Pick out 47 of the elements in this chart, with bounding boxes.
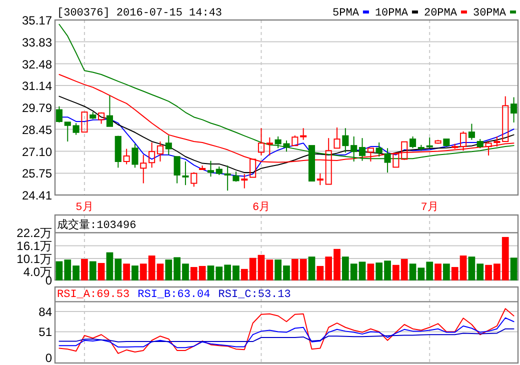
y-tick-label: 31.14 xyxy=(22,79,52,94)
y-tick-label: 24.41 xyxy=(22,188,52,202)
legend-label: 30PMA xyxy=(472,8,506,20)
line-series xyxy=(58,96,514,174)
x-tick-label: 7月 xyxy=(420,201,438,214)
y-tick-label: 28.45 xyxy=(22,122,52,137)
y-tick-label: 27.10 xyxy=(22,144,52,159)
chart-title: [300376] 2016-07-15 14:43 xyxy=(57,8,222,20)
legend-label: 5PMA xyxy=(332,8,360,20)
bar xyxy=(409,264,416,280)
bar xyxy=(98,262,105,280)
bar xyxy=(123,264,130,280)
y-tick-label: 33.83 xyxy=(22,35,52,50)
y-tick-label: 51 xyxy=(38,325,52,340)
candlestick xyxy=(140,154,147,184)
bar xyxy=(308,256,316,280)
candlestick xyxy=(182,160,189,186)
legend: RSI_A:69.53 RSI_B:63.04 RSI_C:53.13 xyxy=(57,289,291,302)
chart-title: 成交量:103496 xyxy=(57,218,136,232)
legend-label: 10PMA xyxy=(374,8,408,20)
candlestick xyxy=(241,174,248,189)
bar xyxy=(156,264,164,280)
bar xyxy=(89,261,96,280)
legend-label: 20PMA xyxy=(424,8,458,20)
y-tick-label: 35.17 xyxy=(22,14,52,28)
candlestick xyxy=(123,148,130,165)
y-tick-label: 25.75 xyxy=(22,166,52,181)
bar xyxy=(81,258,88,280)
bar xyxy=(510,258,518,280)
candlestick xyxy=(342,128,349,154)
y-tick-label: 0 xyxy=(45,351,52,365)
y-tick-label: 10.1万 xyxy=(16,252,52,266)
y-tick-label: 22.2万 xyxy=(16,226,52,240)
y-tick-label: 84 xyxy=(38,305,52,320)
bar xyxy=(132,266,138,280)
bar xyxy=(434,264,442,280)
x-tick-label: 5月 xyxy=(76,201,94,214)
y-tick-label: 32.48 xyxy=(22,57,52,72)
bar xyxy=(367,264,374,280)
x-tick-label: 6月 xyxy=(252,201,270,214)
y-tick-label: 29.79 xyxy=(22,101,52,115)
candlestick xyxy=(224,165,231,192)
y-tick-label: 16.1万 xyxy=(16,239,52,254)
candlestick xyxy=(258,128,265,156)
bar xyxy=(443,264,450,280)
candlestick xyxy=(165,134,172,156)
candlestick xyxy=(148,142,156,168)
